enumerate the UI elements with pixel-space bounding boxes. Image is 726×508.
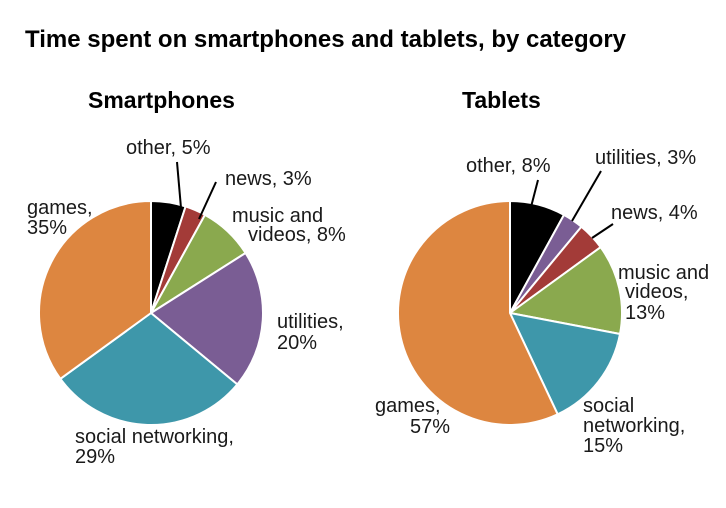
tablets-label-social-networking: 15% [583,435,623,457]
smartphones-label-games: 35% [27,217,67,239]
tablets-label-news: news, 4% [611,202,698,224]
smartphones-slice-games [38,200,152,380]
tablets-label-social-networking: social [583,395,634,417]
tablets-leader-line-news [591,223,614,239]
smartphones-label-other: other, 5% [126,137,211,159]
tablets-leader-line-utilities [571,170,602,222]
tablets-leader-line-other [530,179,539,208]
chart-main-title: Time spent on smartphones and tablets, b… [25,26,627,53]
tablets-label-music-and-videos: music and [618,262,709,284]
smartphones-leader-line-news [198,181,217,220]
smartphones-leader-line-other [176,161,182,209]
smartphones-label-utilities: 20% [277,332,317,354]
smartphones-slice-utilities [150,251,264,386]
pie-tablets: other, 8% utilities, 3% news, 4% music andv… [375,147,709,457]
smartphones-label-music-and-videos: music and [232,205,323,227]
tablets-slice-music-and-videos [509,246,623,335]
tablets-label-other: other, 8% [466,155,551,177]
tablets-label-games: games, [375,395,441,417]
tablets-slice-games [397,200,559,426]
smartphones-label-social-networking: 29% [75,446,115,468]
tablets-slice-social-networking [509,312,622,416]
tablets-label-games: 57% [410,416,450,438]
tablets-label-music-and-videos: videos, [625,281,688,303]
smartphones-label-news: news, 3% [225,168,312,190]
tablets-label-social-networking: networking, [583,415,685,437]
tablets-label-music-and-videos: 13% [625,302,665,324]
smartphones-slice-social-networking [59,312,239,426]
smartphones-label-games: games, [27,197,93,219]
smartphones-label-utilities: utilities, [277,311,344,333]
smartphones-label-music-and-videos: videos, 8% [248,224,346,246]
tablets-label-utilities: utilities, 3% [595,147,696,169]
smartphones-pie-title: Smartphones [88,87,235,113]
tablets-pie-title: Tablets [462,87,541,113]
smartphones-label-social-networking: social networking, [75,426,234,448]
